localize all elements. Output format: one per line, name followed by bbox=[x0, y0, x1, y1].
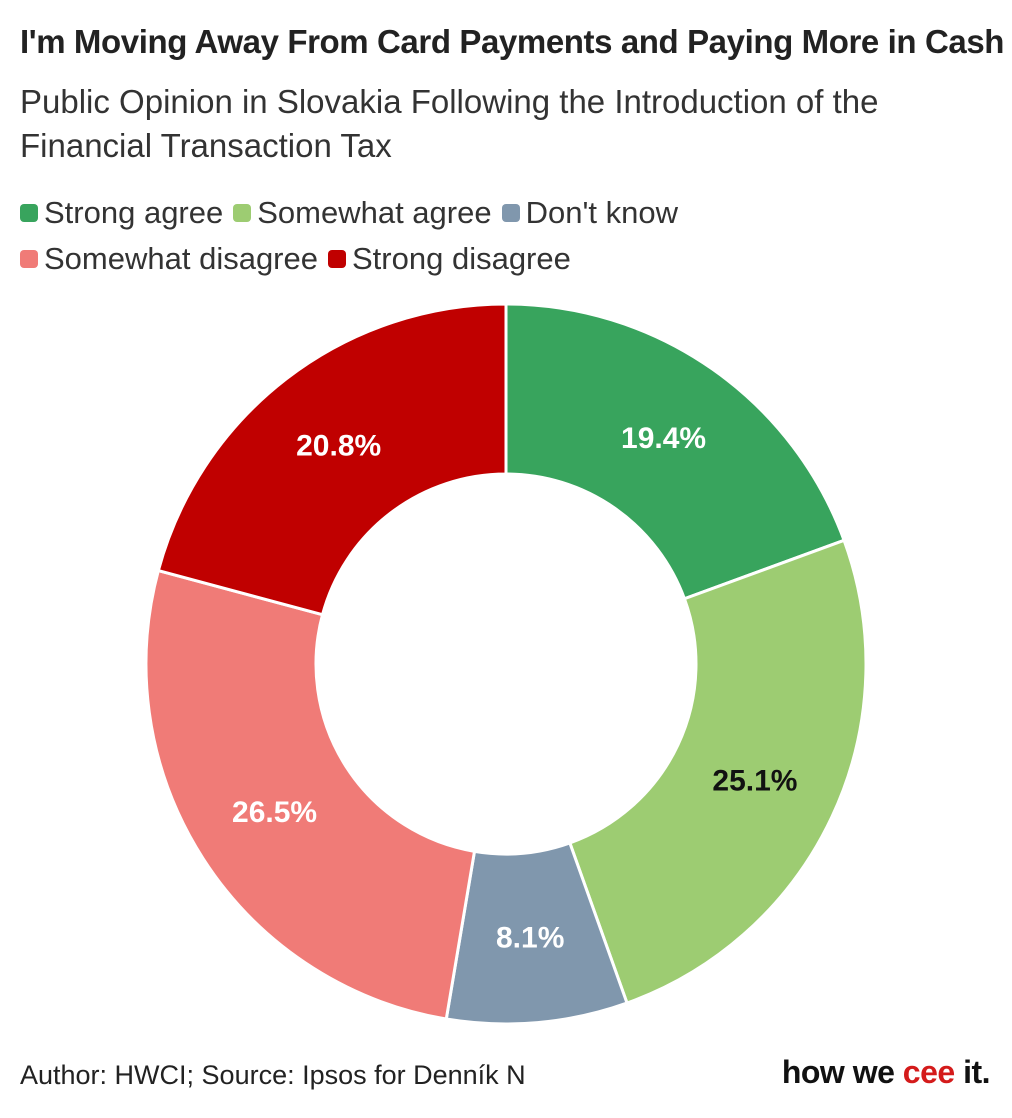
legend-label: Strong agree bbox=[44, 195, 224, 230]
legend-item-somewhat-disagree: Somewhat disagree bbox=[20, 240, 318, 278]
legend-swatch bbox=[20, 250, 38, 268]
data-label-strong-agree: 19.4% bbox=[621, 422, 706, 455]
data-label-don-t-know: 8.1% bbox=[496, 921, 564, 954]
legend-swatch bbox=[20, 204, 38, 222]
donut-slice-strong-disagree bbox=[156, 302, 508, 617]
logo-text-end: it. bbox=[954, 1054, 990, 1090]
legend-swatch bbox=[233, 204, 252, 222]
donut-slice-somewhat-agree bbox=[567, 538, 868, 1005]
logo-text-accent: cee bbox=[902, 1054, 955, 1090]
legend-item-don-t-know: Don't know bbox=[501, 194, 678, 232]
chart-legend: Strong agree Somewhat agree Don't know Some… bbox=[20, 194, 720, 278]
legend-item-strong-disagree: Strong disagree bbox=[328, 240, 571, 278]
data-label-somewhat-agree: 25.1% bbox=[712, 764, 797, 797]
legend-item-strong-agree: Strong agree bbox=[20, 194, 223, 232]
legend-item-somewhat-agree: Somewhat agree bbox=[233, 194, 492, 232]
data-label-strong-disagree: 20.8% bbox=[296, 429, 381, 462]
source-note: Author: HWCI; Source: Ipsos for Denník N bbox=[20, 1060, 526, 1090]
legend-label: Somewhat agree bbox=[257, 195, 492, 230]
legend-label: Somewhat disagree bbox=[44, 241, 318, 276]
donut-slice-strong-agree bbox=[504, 302, 847, 601]
data-label-somewhat-disagree: 26.5% bbox=[232, 796, 317, 829]
donut-slice-somewhat-disagree bbox=[144, 568, 477, 1021]
chart-title: I'm Moving Away From Card Payments and P… bbox=[20, 23, 1005, 60]
legend-swatch bbox=[328, 250, 346, 268]
legend-label: Don't know bbox=[525, 195, 678, 230]
brand-logo: how we cee it. bbox=[781, 1054, 991, 1091]
legend-swatch bbox=[501, 204, 520, 222]
logo-text-start: how we bbox=[781, 1054, 903, 1090]
legend-label: Strong disagree bbox=[352, 241, 571, 276]
chart-subtitle: Public Opinion in Slovakia Following the… bbox=[20, 83, 879, 164]
